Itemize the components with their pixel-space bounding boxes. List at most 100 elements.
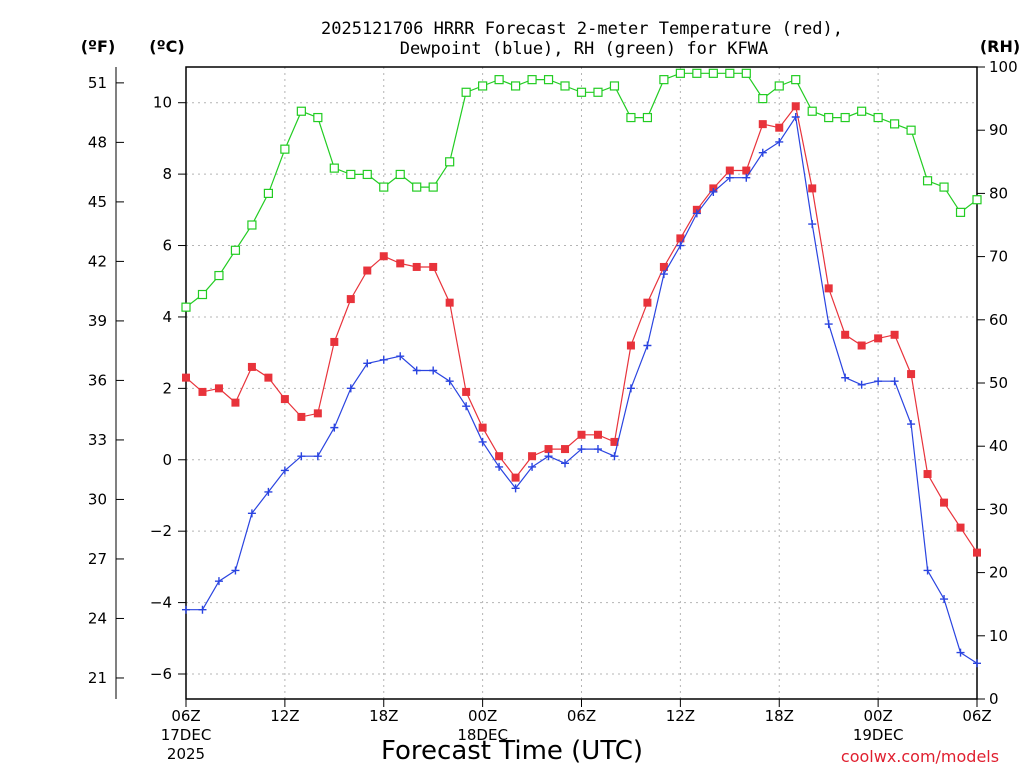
- dewpoint-point: [610, 452, 619, 461]
- dewpoint-point: [907, 420, 916, 429]
- temperature-point: [297, 412, 306, 421]
- fahrenheit-tick-label: 24: [88, 609, 107, 627]
- rh-point: [543, 75, 554, 85]
- rh-point: [758, 93, 768, 104]
- celsius-tick-label: −2: [150, 522, 172, 540]
- rh-point: [741, 68, 751, 78]
- rh-point: [494, 75, 504, 85]
- rh-point: [280, 144, 290, 154]
- dewpoint-point: [742, 173, 751, 182]
- dewpoint-point: [890, 377, 899, 386]
- rh-point: [675, 68, 685, 78]
- celsius-axis-unit: (ºC): [149, 37, 184, 56]
- dewpoint-point: [363, 359, 372, 368]
- temperature-point: [956, 523, 965, 532]
- dewpoint-point: [396, 352, 405, 361]
- rh-point: [428, 182, 438, 192]
- celsius-tick-label: 10: [153, 94, 172, 112]
- temperature-point: [346, 295, 355, 304]
- year-label: 2025: [167, 745, 205, 763]
- temperature-point: [775, 123, 784, 132]
- temperature-point: [511, 473, 520, 482]
- dewpoint-point: [709, 187, 718, 196]
- rh-point: [824, 112, 834, 123]
- rh-point: [379, 182, 389, 192]
- fahrenheit-tick-label: 30: [88, 490, 107, 508]
- rh-tick-label: 30: [989, 500, 1008, 518]
- temperature-point: [973, 548, 981, 557]
- temperature-point: [659, 262, 668, 271]
- temperature-point: [379, 252, 388, 261]
- rh-point: [263, 188, 273, 198]
- rh-point: [445, 157, 455, 167]
- celsius-tick-label: 6: [162, 237, 172, 255]
- dewpoint-point: [511, 484, 520, 493]
- dewpoint-point: [462, 402, 471, 411]
- dewpoint-point: [214, 577, 223, 586]
- date-label: 19DEC: [853, 726, 904, 744]
- temperature-point: [231, 398, 240, 407]
- temperature-point: [791, 102, 800, 111]
- dewpoint-point: [692, 209, 701, 218]
- rh-point: [478, 81, 488, 91]
- fahrenheit-tick-label: 48: [88, 133, 107, 151]
- temperature-point: [445, 298, 454, 307]
- temperature-point: [313, 409, 322, 418]
- dewpoint-point: [313, 452, 322, 461]
- dewpoint-point: [231, 566, 240, 575]
- dewpoint-point: [659, 270, 668, 279]
- rh-point: [873, 112, 883, 123]
- rh-point: [791, 75, 801, 85]
- dewpoint-point: [247, 509, 256, 518]
- temperature-point: [198, 387, 207, 396]
- temperature-point: [593, 430, 602, 439]
- temperature-point: [561, 445, 570, 454]
- rh-point: [659, 75, 669, 85]
- rh-point: [725, 68, 735, 78]
- chart-title-line1: 2025121706 HRRR Forecast 2-meter Tempera…: [321, 19, 843, 39]
- rh-point: [857, 106, 867, 116]
- dewpoint-point: [528, 462, 537, 471]
- dewpoint-point: [544, 452, 553, 461]
- rh-point: [642, 112, 653, 123]
- rh-point: [329, 163, 339, 173]
- time-tick-label: 12Z: [666, 707, 695, 725]
- dewpoint-point: [495, 462, 504, 471]
- rh-tick-label: 70: [989, 248, 1008, 266]
- fahrenheit-tick-label: 36: [88, 371, 107, 389]
- rh-point: [955, 207, 966, 217]
- dewpoint-point: [478, 437, 487, 446]
- dewpoint-line: [186, 115, 978, 664]
- dewpoint-point: [445, 377, 454, 386]
- dewpoint-point: [791, 112, 800, 121]
- temperature-point: [808, 184, 817, 193]
- rh-point: [313, 112, 323, 123]
- rh-point: [247, 220, 257, 230]
- time-tick-label: 06Z: [962, 707, 991, 725]
- time-tick-label: 18Z: [765, 707, 794, 725]
- temperature-point: [363, 266, 372, 275]
- fahrenheit-tick-label: 45: [88, 193, 107, 211]
- celsius-tick-label: −6: [150, 665, 172, 683]
- rh-point: [197, 289, 208, 300]
- dewpoint-point: [643, 341, 652, 350]
- fahrenheit-tick-label: 39: [88, 312, 107, 330]
- rh-point: [922, 176, 933, 186]
- fahrenheit-tick-label: 51: [88, 74, 107, 92]
- rh-point: [576, 87, 587, 97]
- temperature-point: [280, 395, 289, 404]
- rh-point: [560, 81, 570, 91]
- time-tick-label: 06Z: [171, 707, 200, 725]
- dewpoint-point: [198, 605, 207, 614]
- dewpoint-point: [824, 320, 833, 329]
- temperature-point: [264, 373, 273, 382]
- temperature-point: [478, 423, 487, 432]
- temperature-point: [940, 498, 949, 507]
- dewpoint-point: [758, 148, 767, 157]
- date-label: 18DEC: [457, 726, 508, 744]
- x-axis-label: Forecast Time (UTC): [381, 736, 643, 766]
- rh-point: [395, 169, 405, 180]
- rh-point: [692, 68, 702, 78]
- celsius-tick-label: 8: [162, 165, 172, 183]
